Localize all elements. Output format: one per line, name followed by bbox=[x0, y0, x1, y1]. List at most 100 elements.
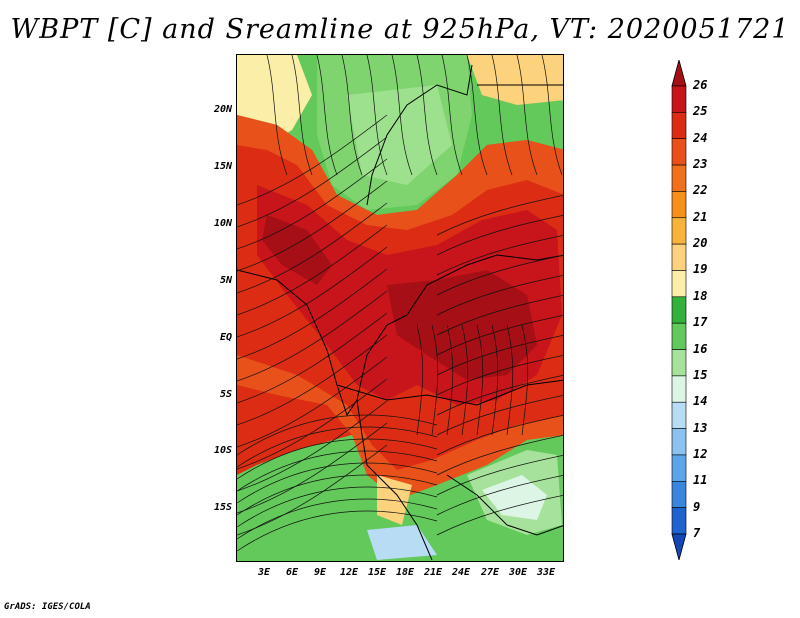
colorbar-segment bbox=[671, 322, 687, 350]
streamline bbox=[436, 495, 563, 536]
streamline bbox=[436, 315, 563, 356]
colorbar bbox=[671, 60, 687, 560]
grads-credit: GrADS: IGES/COLA bbox=[4, 602, 91, 612]
south-pale-region bbox=[482, 475, 547, 520]
streamline bbox=[436, 415, 563, 456]
ne-yellow-region bbox=[467, 55, 563, 105]
colorbar-segment bbox=[671, 375, 687, 403]
south-green-region bbox=[237, 435, 563, 561]
streamline bbox=[237, 426, 438, 468]
streamline bbox=[436, 395, 563, 436]
colorbar-segment bbox=[671, 296, 687, 324]
streamline bbox=[541, 55, 563, 176]
streamline bbox=[237, 246, 388, 338]
colorbar-segment bbox=[671, 270, 687, 298]
colorbar-segment bbox=[671, 138, 687, 166]
colorbar-segment bbox=[671, 243, 687, 271]
lon-label-30e: 30E bbox=[508, 567, 528, 578]
streamline bbox=[461, 324, 469, 436]
colorbar-label: 14 bbox=[693, 394, 708, 409]
colorbar-top-arrow bbox=[671, 60, 687, 87]
colorbar-bottom-arrow bbox=[671, 533, 687, 560]
streamline bbox=[266, 55, 288, 176]
colorbar-label: 19 bbox=[693, 262, 708, 277]
streamline bbox=[237, 136, 388, 228]
lon-label-24e: 24E bbox=[451, 567, 471, 578]
streamline bbox=[237, 414, 438, 456]
streamline bbox=[291, 55, 313, 176]
deep-red-west bbox=[262, 215, 332, 285]
map-panel bbox=[236, 54, 564, 562]
streamline bbox=[237, 158, 388, 250]
colorbar-label: 12 bbox=[693, 446, 708, 461]
colorbar-segment bbox=[671, 85, 687, 113]
colorbar-label: 24 bbox=[693, 130, 708, 145]
colorbar-label: 7 bbox=[693, 526, 701, 540]
orange-rim-north bbox=[237, 115, 563, 230]
streamline bbox=[466, 55, 488, 176]
lon-label-33e: 33E bbox=[536, 567, 556, 578]
streamline bbox=[491, 55, 513, 176]
streamline bbox=[316, 55, 338, 176]
streamline bbox=[237, 114, 388, 206]
colorbar-segment bbox=[671, 428, 687, 456]
lat-label-15n: 15N bbox=[213, 161, 232, 172]
colorbar-segment bbox=[671, 112, 687, 140]
colorbar-label: 13 bbox=[693, 420, 708, 435]
lon-label-15e: 15E bbox=[367, 567, 387, 578]
lon-label-12e: 12E bbox=[339, 567, 359, 578]
colorbar-segment bbox=[671, 507, 687, 535]
lat-label-20n: 20N bbox=[213, 104, 232, 115]
streamline bbox=[237, 444, 388, 536]
streamline bbox=[237, 334, 388, 426]
orange-rim-south bbox=[237, 355, 563, 500]
colorbar-segment bbox=[671, 164, 687, 192]
streamline bbox=[476, 324, 484, 436]
border-line-2 bbox=[336, 379, 563, 406]
streamline bbox=[436, 215, 563, 256]
lat-label-10n: 10N bbox=[213, 218, 232, 229]
streamline bbox=[506, 324, 514, 436]
streamline bbox=[237, 202, 388, 294]
south-blue-patch bbox=[367, 525, 437, 560]
streamline bbox=[237, 312, 388, 404]
lon-label-9e: 9E bbox=[313, 567, 327, 578]
colorbar-label: 11 bbox=[693, 473, 708, 488]
border-line-6 bbox=[446, 474, 563, 536]
streamline bbox=[441, 55, 463, 176]
streamline bbox=[436, 435, 563, 476]
streamline bbox=[436, 475, 563, 516]
streamline bbox=[446, 324, 454, 436]
colorbar-segment bbox=[671, 480, 687, 508]
colorbar-label: 20 bbox=[693, 236, 708, 251]
streamline bbox=[237, 422, 388, 514]
border-line-1 bbox=[237, 254, 563, 417]
colorbar-segment bbox=[671, 401, 687, 429]
lat-label-eq: EQ bbox=[219, 332, 232, 343]
streamline bbox=[237, 486, 438, 528]
lat-label-5n: 5N bbox=[219, 275, 232, 286]
streamline bbox=[237, 438, 438, 480]
streamline bbox=[237, 268, 388, 360]
colorbar-label: 15 bbox=[693, 367, 708, 382]
streamline bbox=[237, 378, 388, 470]
streamline bbox=[237, 450, 438, 492]
chart-title: WBPT [C] and Sreamline at 925hPa, VT: 20… bbox=[10, 14, 790, 45]
streamlines bbox=[237, 55, 563, 552]
lon-label-18e: 18E bbox=[395, 567, 415, 578]
streamline bbox=[491, 324, 499, 436]
streamline bbox=[521, 324, 529, 436]
colorbar-label: 22 bbox=[693, 183, 708, 198]
north-lightgreen-region bbox=[347, 85, 452, 185]
streamline bbox=[237, 400, 388, 492]
colorbar-label: 9 bbox=[693, 499, 701, 514]
border-line-3 bbox=[366, 64, 473, 206]
colorbar-label: 21 bbox=[693, 209, 708, 224]
streamline bbox=[436, 455, 563, 496]
wbpt-field-map bbox=[237, 55, 563, 561]
streamline bbox=[237, 498, 438, 540]
lon-label-3e: 3E bbox=[257, 567, 271, 578]
lon-label-21e: 21E bbox=[423, 567, 443, 578]
streamline bbox=[341, 55, 363, 176]
streamline bbox=[416, 324, 424, 436]
